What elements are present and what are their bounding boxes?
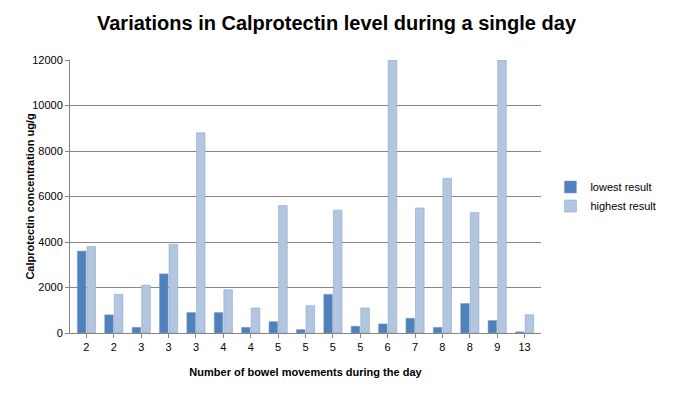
svg-text:5: 5 bbox=[357, 341, 363, 353]
svg-text:4000: 4000 bbox=[38, 236, 62, 248]
svg-text:0: 0 bbox=[57, 327, 63, 339]
svg-text:6: 6 bbox=[385, 341, 391, 353]
svg-text:Calprotectin concentration ug/: Calprotectin concentration ug/g bbox=[24, 113, 36, 279]
svg-text:2: 2 bbox=[111, 341, 117, 353]
svg-text:highest result: highest result bbox=[590, 200, 655, 212]
svg-text:Number of bowel movements duri: Number of bowel movements during the day bbox=[189, 366, 422, 378]
svg-text:2: 2 bbox=[83, 341, 89, 353]
svg-text:3: 3 bbox=[193, 341, 199, 353]
svg-text:Variations in Calprotectin lev: Variations in Calprotectin level during … bbox=[97, 12, 577, 34]
svg-text:6000: 6000 bbox=[38, 190, 62, 202]
svg-text:3: 3 bbox=[166, 341, 172, 353]
svg-text:8000: 8000 bbox=[38, 145, 62, 157]
svg-text:5: 5 bbox=[330, 341, 336, 353]
svg-text:lowest result: lowest result bbox=[590, 181, 651, 193]
svg-text:5: 5 bbox=[302, 341, 308, 353]
svg-text:4: 4 bbox=[248, 341, 254, 353]
svg-text:8: 8 bbox=[439, 341, 445, 353]
svg-text:9: 9 bbox=[494, 341, 500, 353]
svg-text:13: 13 bbox=[518, 341, 530, 353]
svg-text:3: 3 bbox=[138, 341, 144, 353]
svg-text:4: 4 bbox=[220, 341, 226, 353]
svg-text:5: 5 bbox=[275, 341, 281, 353]
svg-text:2000: 2000 bbox=[38, 281, 62, 293]
svg-text:8: 8 bbox=[467, 341, 473, 353]
svg-text:7: 7 bbox=[412, 341, 418, 353]
svg-text:10000: 10000 bbox=[32, 99, 63, 111]
svg-text:12000: 12000 bbox=[32, 54, 63, 66]
